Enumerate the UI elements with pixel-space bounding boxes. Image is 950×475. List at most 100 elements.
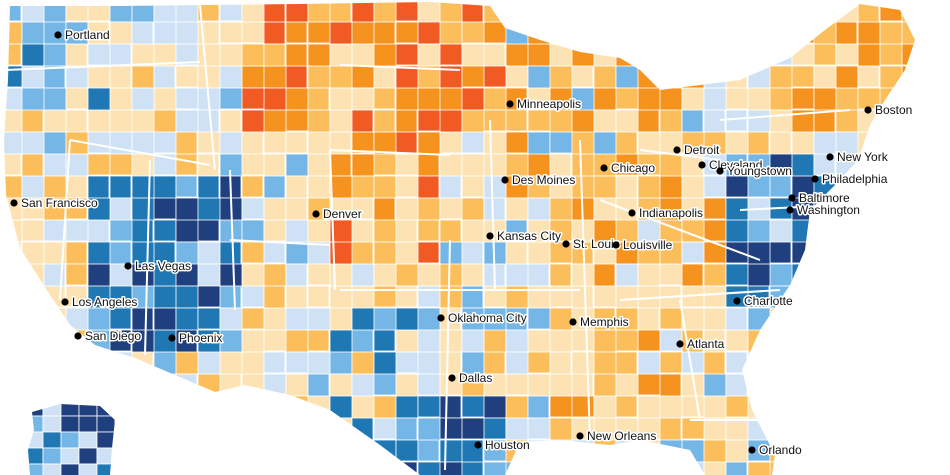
state-border-line — [199, 4, 216, 171]
county-cell — [109, 241, 132, 265]
county-cell — [285, 153, 309, 177]
county-cell — [417, 43, 443, 67]
county-cell — [285, 197, 308, 221]
county-cell — [703, 439, 727, 465]
county-cell — [461, 131, 485, 154]
county-cell — [593, 175, 618, 199]
county-cell — [241, 285, 265, 308]
county-cell — [42, 404, 62, 417]
county-cell — [43, 351, 66, 375]
county-cell — [263, 87, 288, 113]
county-cell — [615, 109, 641, 135]
county-cell — [747, 65, 773, 90]
county-cell — [219, 131, 243, 155]
city-label: Indianapolis — [639, 206, 703, 220]
county-cell — [417, 373, 443, 396]
county-cell — [505, 109, 528, 132]
county-cell — [703, 21, 728, 46]
county-cell — [78, 447, 98, 465]
county-cell — [879, 351, 904, 375]
state-border-line — [489, 119, 496, 291]
county-cell — [747, 219, 772, 244]
county-cell — [879, 43, 905, 66]
county-cell — [42, 463, 62, 475]
city-dot — [501, 176, 509, 184]
state-border-line — [59, 139, 71, 301]
county-cell — [857, 351, 880, 374]
county-cell — [879, 219, 903, 245]
county-cell — [373, 417, 397, 440]
county-cell — [483, 153, 507, 179]
county-cell — [637, 461, 663, 475]
county-cell — [65, 65, 89, 89]
county-cell — [924, 22, 947, 43]
county-cell — [857, 2, 880, 24]
county-cell — [461, 43, 486, 67]
county-cell — [659, 461, 683, 475]
state-border-line — [579, 139, 591, 441]
county-cell — [219, 307, 244, 331]
county-cell — [747, 373, 773, 399]
county-cell — [549, 417, 573, 443]
county-cell — [901, 417, 915, 442]
county-cell — [87, 109, 111, 135]
county-cell — [351, 351, 375, 375]
city-marker-new-york: New York — [826, 149, 890, 166]
county-cell — [395, 351, 420, 374]
county-cell — [395, 373, 419, 399]
county-cell — [901, 285, 915, 311]
city-marker-chicago: Chicago — [600, 160, 657, 177]
county-cell — [857, 65, 880, 88]
county-cell — [175, 307, 199, 332]
county-cell — [461, 417, 487, 440]
county-cell — [395, 395, 419, 419]
county-cell — [769, 417, 792, 440]
county-cell — [681, 65, 705, 91]
county-cell — [109, 395, 134, 421]
county-cell — [109, 307, 132, 330]
county-cell — [153, 439, 179, 464]
county-cell — [439, 219, 462, 243]
county-cell — [791, 395, 814, 420]
county-cell — [241, 241, 266, 264]
city-dot — [733, 297, 741, 305]
county-cell — [329, 43, 354, 67]
county-cell — [571, 395, 595, 418]
county-cell — [4, 219, 24, 243]
county-cell — [879, 263, 902, 288]
county-cell — [703, 285, 727, 308]
city-dot — [506, 100, 514, 108]
county-cell — [527, 109, 553, 132]
county-cell — [153, 197, 177, 220]
city-marker-portland: Portland — [54, 27, 111, 44]
county-cell — [703, 351, 726, 377]
county-cell — [681, 439, 706, 463]
county-cell — [307, 131, 333, 157]
city-dot — [716, 167, 724, 175]
county-cell — [946, 176, 950, 197]
county-cell — [747, 87, 772, 112]
county-cell — [637, 307, 660, 333]
county-cell — [879, 461, 902, 475]
county-cell — [263, 21, 286, 45]
county-cell — [571, 461, 597, 475]
county-cell — [65, 219, 90, 242]
county-cell — [87, 153, 111, 176]
county-cell — [109, 373, 134, 397]
city-label: Los Angeles — [72, 295, 137, 309]
county-cell — [901, 461, 915, 475]
city-label: Atlanta — [687, 337, 725, 351]
county-cell — [42, 431, 62, 449]
county-cell — [241, 351, 265, 377]
county-cell — [329, 109, 355, 133]
county-cell — [637, 439, 663, 464]
county-cell — [395, 285, 418, 308]
county-cell — [659, 263, 683, 286]
county-cell — [241, 417, 267, 442]
county-cell — [4, 131, 24, 155]
county-cell — [65, 109, 88, 134]
city-marker-charlotte: Charlotte — [733, 293, 795, 310]
county-cell — [615, 351, 638, 377]
county-cell — [879, 197, 902, 223]
city-label: Boston — [875, 103, 912, 117]
